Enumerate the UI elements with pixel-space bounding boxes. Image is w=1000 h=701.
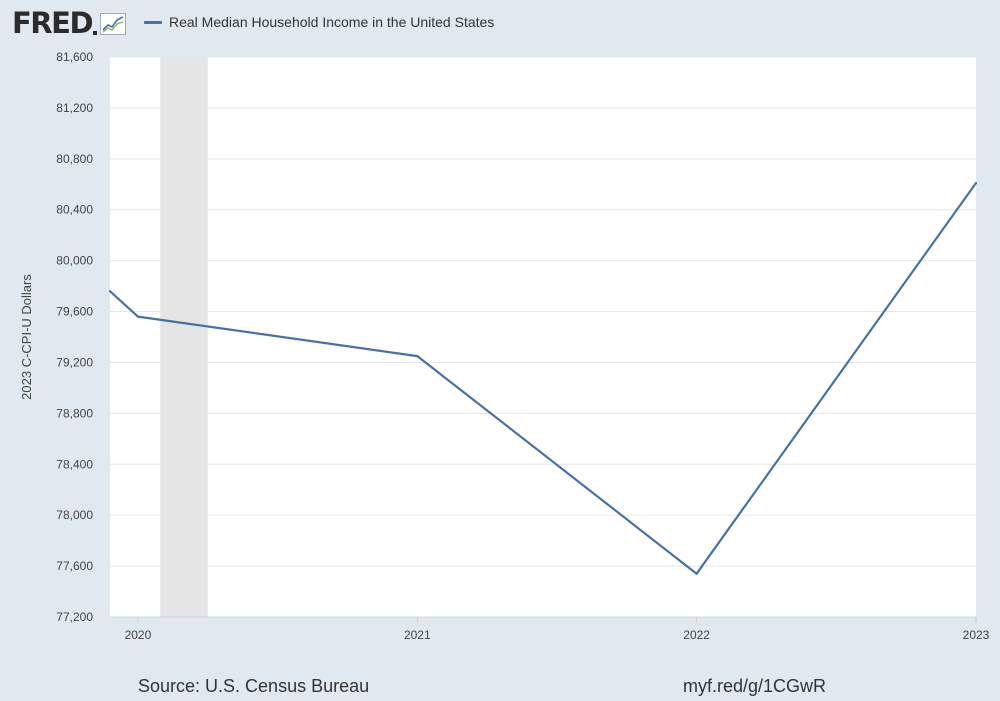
series-point <box>416 354 419 358</box>
y-tick-label: 78,000 <box>56 508 93 522</box>
x-tick-label: 2021 <box>404 628 431 642</box>
y-axis-ticks: 77,200 77,600 78,000 78,400 78,800 79,200 79,6… <box>56 50 93 624</box>
recession-shading-group <box>160 57 208 617</box>
series-point <box>108 290 112 293</box>
short-url-link[interactable]: myf.red/g/1CGwR <box>683 676 827 696</box>
recession-band <box>160 57 208 617</box>
y-tick-label: 79,200 <box>56 355 93 369</box>
series-group <box>108 181 978 575</box>
y-tick-label: 79,600 <box>56 305 93 319</box>
x-tick-label: 2023 <box>963 628 990 642</box>
x-axis-ticks: 2020 2021 2022 2023 <box>110 616 990 642</box>
line-chart-icon <box>100 13 127 35</box>
y-axis-title: 2023 C-CPI-U Dollars <box>19 274 34 400</box>
y-tick-label: 77,200 <box>56 610 93 624</box>
y-tick-label: 80,400 <box>56 203 93 217</box>
legend-series-label: Real Median Household Income in the Unit… <box>169 14 495 30</box>
y-tick-label: 77,600 <box>56 559 93 573</box>
source-attribution: Source: U.S. Census Bureau <box>138 676 370 696</box>
y-tick-label: 81,200 <box>56 101 93 115</box>
series-point <box>695 572 698 575</box>
chart-legend: Real Median Household Income in the Unit… <box>144 14 494 30</box>
y-tick-label: 78,400 <box>56 457 93 471</box>
y-tick-label: 80,800 <box>56 152 93 166</box>
chart-header: FRED Real Median Household Income in the… <box>0 0 1000 48</box>
fred-logo[interactable]: FRED <box>12 5 127 40</box>
y-tick-label: 78,800 <box>56 406 93 420</box>
fred-logo-dot <box>93 31 98 35</box>
y-tick-label: 81,600 <box>56 50 93 64</box>
fred-logo-text: FRED <box>12 5 94 40</box>
series-point <box>974 181 978 185</box>
x-tick-label: 2020 <box>125 628 152 642</box>
legend-swatch <box>144 20 162 24</box>
x-tick-label: 2022 <box>683 628 710 642</box>
y-tick-label: 80,000 <box>56 254 93 268</box>
plot-area <box>110 57 976 617</box>
series-point <box>136 315 140 318</box>
line-chart: 77,200 77,600 78,000 78,400 78,800 79,200 79,6… <box>19 50 990 642</box>
